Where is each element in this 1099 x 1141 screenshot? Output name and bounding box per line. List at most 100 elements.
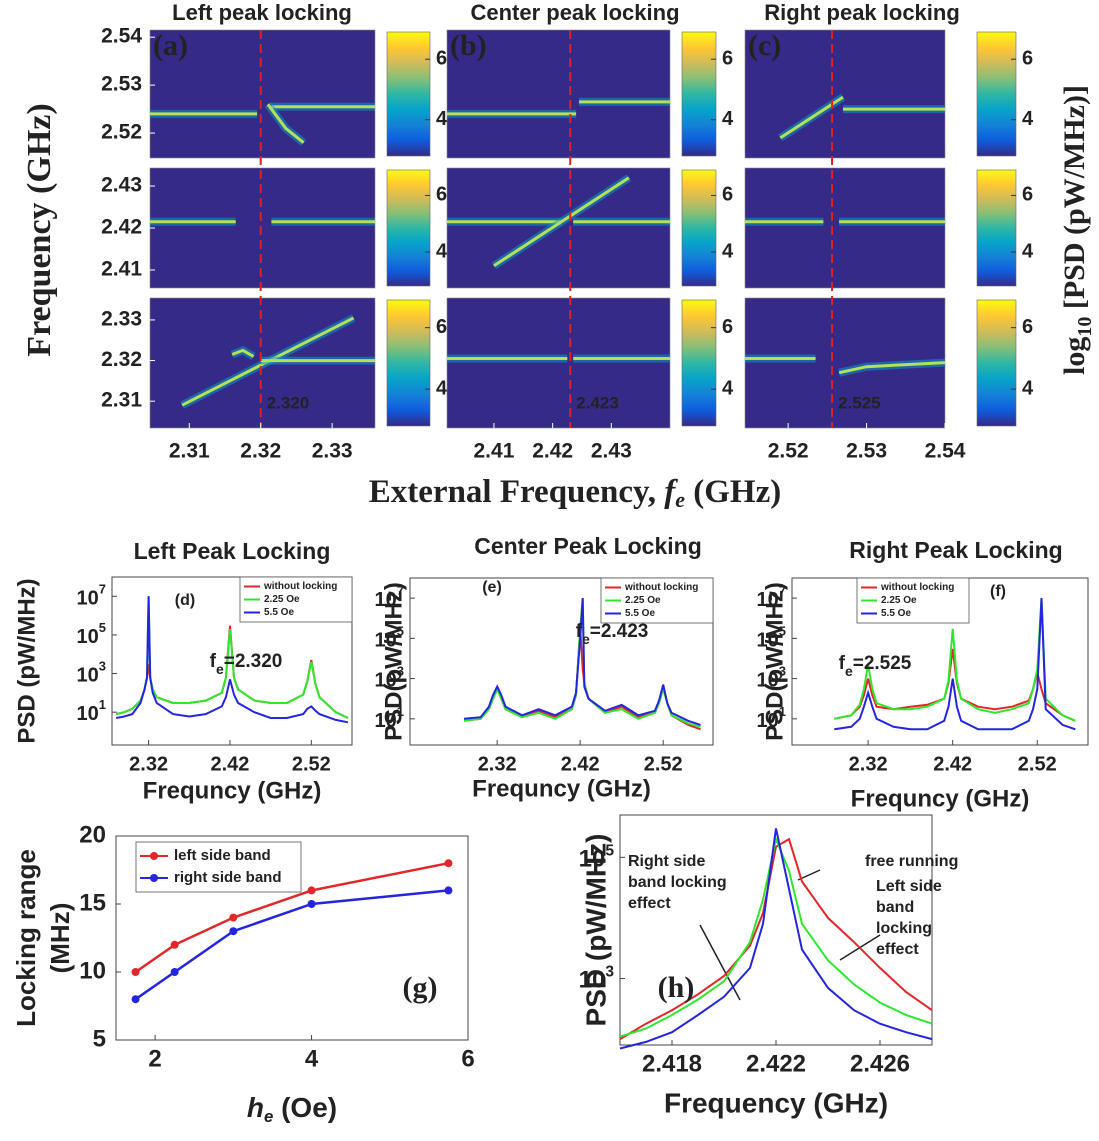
series-point [170, 968, 179, 976]
x-tick-label: 2.42 [933, 753, 972, 775]
colorbar-tick-label: 4 [436, 377, 448, 399]
colorbar-tick-label: 6 [722, 316, 733, 338]
annotation-part: =2.525 [853, 653, 912, 674]
x-tick-label: 2.426 [850, 1050, 910, 1077]
y-tick-label: 105 [77, 620, 106, 648]
colorbar [386, 299, 431, 427]
x-tick-label: 2.32 [849, 753, 888, 775]
chart-title: Center Peak Locking [474, 533, 702, 559]
annotation-part: e [845, 663, 853, 679]
x-axis-label: Frequncy (GHz) [143, 777, 322, 804]
x-tick-label: 2.33 [312, 440, 353, 463]
y-tick-label: 107 [375, 584, 404, 612]
y-tick-label: 107 [77, 582, 106, 610]
colorbar-tick-label: 4 [1022, 240, 1034, 262]
colorbar [681, 299, 717, 427]
colorbar [681, 31, 717, 157]
annotation-part: f [576, 621, 583, 642]
y-axis-label-part: Frequency (GHz) [21, 103, 58, 356]
y-axis-label: Frequency (GHz) [21, 103, 58, 356]
y-tick-label: 103 [77, 659, 106, 687]
annotation: effect [628, 895, 671, 912]
x-axis-label-part: e [264, 1107, 273, 1126]
panel-label: (h) [658, 971, 695, 1004]
plot-area [409, 577, 714, 746]
y-tick-label-part: 1 [779, 704, 786, 719]
y-tick-label: 2.31 [101, 389, 142, 412]
y-axis-label: PSD(pW/MHz) [380, 582, 407, 741]
x-axis-label: Frequency (GHz) [664, 1087, 888, 1118]
y-tick-label-part: 10 [757, 670, 779, 692]
annotation: locking [876, 920, 932, 937]
y-tick-label-part: 7 [397, 584, 404, 599]
y-tick-label: 2.33 [101, 307, 142, 330]
colorbar [386, 169, 431, 287]
x-tick-label: 2.32 [478, 753, 517, 775]
legend-label: without locking [263, 581, 337, 592]
y-tick-label-part: 10 [77, 626, 99, 648]
series-line [619, 835, 933, 1038]
x-axis-label-part: e [675, 487, 685, 512]
x-tick-label: 2.42 [210, 753, 249, 775]
heatmap-background [149, 29, 376, 159]
series-point [444, 886, 453, 895]
series-point [131, 995, 140, 1004]
y-tick-label: 101 [375, 704, 404, 732]
annotation: band [876, 899, 914, 916]
y-axis-label: PSD(pW/MHz) [761, 582, 788, 741]
marker-label: 2.525 [838, 393, 881, 412]
y-axis-label: PSD (pW/MHz) [580, 834, 611, 1027]
legend-swatch-point [150, 852, 158, 860]
annotation-part: f [839, 653, 846, 674]
colorbar-tick-label: 6 [722, 48, 733, 70]
y-tick-label-part: 10 [77, 588, 99, 610]
colorbar-tick-label: 4 [1022, 377, 1034, 399]
x-tick-label: 2.43 [591, 440, 632, 463]
x-tick-label: 2.54 [925, 440, 966, 463]
y-tick-label: 105 [757, 624, 786, 652]
y-tick-label-part: 3 [397, 664, 404, 679]
x-tick-label: 2.53 [846, 440, 887, 463]
series-line [115, 596, 349, 724]
y-tick-label-part: 10 [375, 589, 397, 611]
series-point [444, 859, 453, 868]
y-tick-label: 2.32 [101, 348, 142, 371]
annotation-part: f [210, 651, 217, 672]
legend-label: 5.5 Oe [264, 607, 294, 618]
column-title: Left peak locking [172, 0, 352, 25]
panel-label: (e) [482, 579, 502, 596]
series-line [134, 889, 449, 1001]
y-tick-label-part: 10 [757, 710, 779, 732]
y-axis-label: Locking range [11, 849, 41, 1027]
x-axis-label-part: h [247, 1092, 264, 1123]
y-tick-label-part: 10 [375, 710, 397, 732]
annotation: effect [876, 941, 919, 958]
y-tick-label-part: 10 [757, 630, 779, 652]
legend-label: 5.5 Oe [625, 608, 655, 619]
y-tick-label: 105 [579, 842, 615, 872]
annotation: fe=2.320 [210, 651, 283, 677]
annotation: fe=2.525 [839, 653, 912, 679]
legend-label: right side band [174, 869, 282, 886]
y-tick-label: 105 [375, 624, 404, 652]
y-tick-label: 15 [79, 889, 106, 916]
annotation-part: =2.320 [224, 651, 283, 672]
x-axis-label-part: f [664, 474, 678, 510]
legend-swatch-point [150, 874, 158, 882]
series-line [619, 837, 933, 1040]
x-tick-label: 2.52 [644, 753, 683, 775]
y-tick-label-part: 10 [375, 630, 397, 652]
x-tick-label: 2.32 [240, 440, 281, 463]
y-tick-label: 103 [375, 664, 404, 692]
legend-label: without locking [880, 582, 954, 593]
y-tick-label: 107 [757, 584, 786, 612]
y-tick-label-part: 5 [605, 842, 614, 859]
colorbar [681, 169, 717, 287]
column-title: Right peak locking [764, 0, 960, 25]
x-tick-label: 2.32 [129, 753, 168, 775]
legend-label: 5.5 Oe [881, 608, 911, 619]
colorbar-tick-label: 6 [436, 316, 447, 338]
y-axis-label: (MHz) [45, 903, 75, 974]
